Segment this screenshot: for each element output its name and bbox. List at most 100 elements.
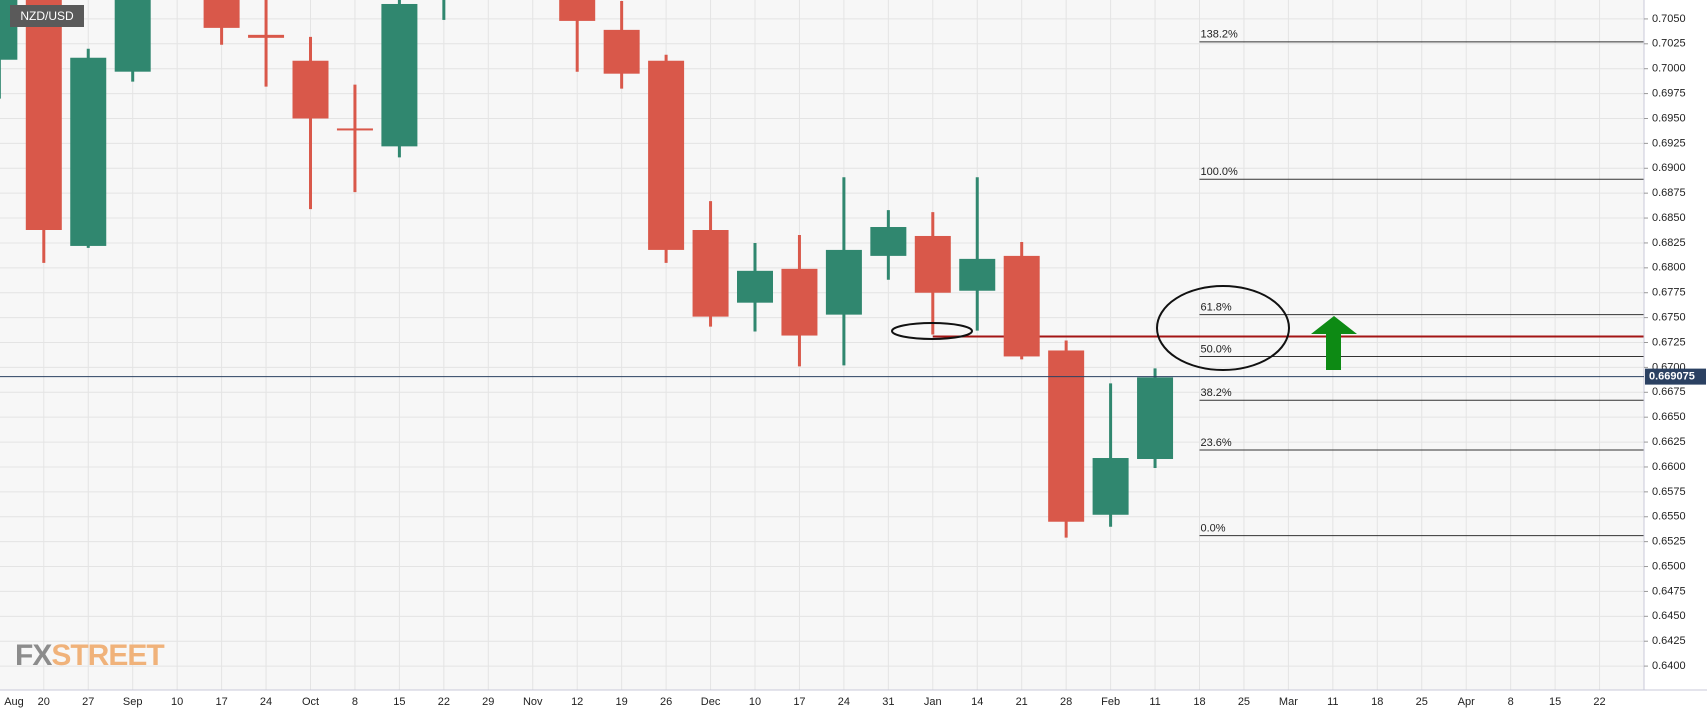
chart-title: NZD/USD	[20, 9, 74, 23]
candle-body	[336, 128, 373, 131]
y-tick-label: 0.6400	[1652, 660, 1686, 672]
watermark-suffix: STREET	[51, 639, 164, 672]
x-tick-label: 12	[571, 696, 583, 708]
candle-body	[381, 3, 418, 147]
watermark-prefix: FX	[15, 639, 52, 672]
candle-body	[1137, 377, 1174, 460]
candle-body	[781, 268, 818, 336]
x-tick-label: 14	[971, 696, 983, 708]
fib-label: 50.0%	[1201, 343, 1232, 355]
annotations	[891, 285, 1357, 371]
x-tick-label: Jan	[924, 696, 942, 708]
y-tick-label: 0.6950	[1652, 112, 1686, 124]
x-tick-label: 17	[215, 696, 227, 708]
x-tick-label: 24	[260, 696, 272, 708]
candle-body	[114, 0, 151, 72]
up-arrow	[1311, 316, 1357, 370]
x-tick-label: 25	[1416, 696, 1428, 708]
y-tick-label: 0.6850	[1652, 212, 1686, 224]
x-tick-label: 10	[171, 696, 183, 708]
y-tick-label: 0.6750	[1652, 312, 1686, 324]
candle-body	[603, 29, 640, 74]
x-tick-label: 8	[1508, 696, 1514, 708]
candle-body	[692, 230, 729, 317]
current-price-box	[1645, 368, 1706, 385]
x-tick-label: Sep	[123, 696, 143, 708]
y-tick-label: 0.6675	[1652, 386, 1686, 398]
y-tick-label: 0.6625	[1652, 436, 1686, 448]
x-tick-label: 19	[616, 696, 628, 708]
y-tick-label: 0.7050	[1652, 13, 1686, 25]
y-tick-label: 0.6500	[1652, 560, 1686, 572]
x-tick-label: 11	[1149, 696, 1160, 708]
y-tick-label: 0.6450	[1652, 610, 1686, 622]
candle-body	[248, 34, 285, 38]
y-tick-label: 0.6575	[1652, 486, 1686, 498]
x-tick-label: 28	[1060, 696, 1072, 708]
x-tick-label: Nov	[523, 696, 543, 708]
x-tick-label: 18	[1193, 696, 1205, 708]
watermark: FXSTREET	[15, 639, 164, 672]
x-tick-label: Oct	[302, 696, 319, 708]
grid	[0, 0, 1644, 690]
fib-label: 0.0%	[1201, 523, 1226, 535]
x-tick-label: 10	[749, 696, 761, 708]
x-tick-label: 24	[838, 696, 850, 708]
x-tick-label: Mar	[1279, 696, 1298, 708]
x-tick-label: 21	[1016, 696, 1028, 708]
title-box: NZD/USD	[10, 5, 84, 27]
candle-body	[1003, 255, 1040, 357]
y-tick-label: 0.6550	[1652, 511, 1686, 523]
fib-label: 61.8%	[1201, 302, 1232, 314]
fib-label: 23.6%	[1201, 437, 1232, 449]
y-tick-label: 0.7000	[1652, 63, 1686, 75]
y-tick-label: 0.6475	[1652, 585, 1686, 597]
y-tick-label: 0.6975	[1652, 87, 1686, 99]
x-tick-label: 29	[482, 696, 494, 708]
x-tick-label: 22	[438, 696, 450, 708]
title-background	[10, 5, 84, 27]
candle-body	[70, 57, 107, 246]
x-tick-label: 22	[1593, 696, 1605, 708]
x-tick-label: 20	[38, 696, 50, 708]
y-tick-label: 0.6525	[1652, 536, 1686, 548]
x-tick-label: 15	[393, 696, 405, 708]
candle-body	[825, 249, 862, 315]
highlight-ellipse	[891, 322, 973, 340]
fib-label: 138.2%	[1201, 29, 1239, 41]
candle-body	[870, 227, 907, 256]
y-tick-label: 0.6725	[1652, 336, 1686, 348]
candle-body	[959, 258, 996, 291]
candle-body	[1092, 458, 1129, 515]
x-tick-label: Aug	[4, 696, 24, 708]
y-tick-label: 0.6925	[1652, 137, 1686, 149]
y-tick-label: 0.6875	[1652, 187, 1686, 199]
x-tick-label: Feb	[1101, 696, 1120, 708]
candle-body	[1048, 350, 1085, 522]
x-tick-label: 31	[882, 696, 894, 708]
x-tick-label: 18	[1371, 696, 1383, 708]
x-tick-label: 17	[793, 696, 805, 708]
fib-label: 38.2%	[1201, 387, 1232, 399]
x-tick-label: 15	[1549, 696, 1561, 708]
highlight-ellipse	[1156, 285, 1290, 371]
y-tick-label: 0.6800	[1652, 262, 1686, 274]
candle-body	[25, 0, 62, 230]
y-tick-label: 0.6650	[1652, 411, 1686, 423]
y-tick-label: 0.6900	[1652, 162, 1686, 174]
candle-body	[914, 235, 951, 293]
fib-label: 100.0%	[1201, 166, 1239, 178]
x-tick-label: 26	[660, 696, 672, 708]
candle-body	[203, 0, 240, 28]
y-tick-label: 0.6775	[1652, 287, 1686, 299]
plot-area	[0, 0, 1644, 538]
x-tick-label: Apr	[1458, 696, 1475, 708]
plot-background	[0, 0, 1644, 690]
y-tick-label: 0.7025	[1652, 38, 1686, 50]
x-tick-label: 27	[82, 696, 94, 708]
x-tick-label: 11	[1327, 696, 1338, 708]
candle-body	[292, 60, 329, 119]
y-tick-label: 0.6600	[1652, 461, 1686, 473]
